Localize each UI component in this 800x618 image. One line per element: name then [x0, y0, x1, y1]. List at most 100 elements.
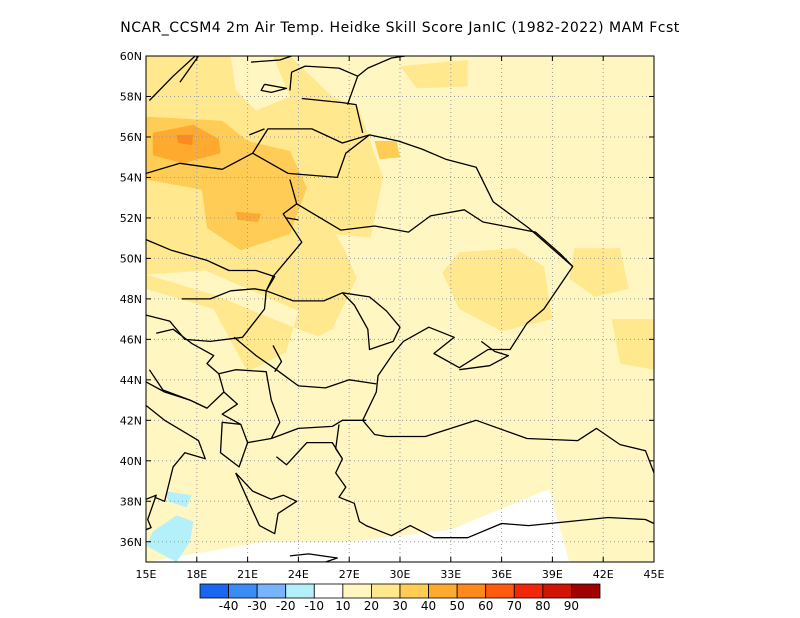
- boundary-line-30: [179, 56, 200, 83]
- boundary-line-4: [265, 179, 303, 292]
- boundary-line-26: [260, 83, 288, 94]
- shaded-region-11: [146, 270, 375, 516]
- lat-tick-label: 56N: [120, 131, 142, 144]
- boundary-line-6: [286, 217, 299, 221]
- boundary-line-9: [146, 290, 267, 343]
- lon-tick-label: 42E: [593, 568, 614, 581]
- lat-tick-label: 58N: [120, 90, 142, 103]
- lon-tick-label: 33E: [440, 568, 461, 581]
- boundary-line-22: [146, 494, 157, 531]
- boundary-line-28: [357, 56, 406, 77]
- shaded-region-17: [357, 379, 522, 441]
- colorbar-label: -10: [304, 599, 324, 613]
- shaded-region-22: [146, 515, 194, 562]
- boundary-line-20: [289, 553, 338, 562]
- shaded-region-20: [620, 454, 654, 488]
- boundary-line-3: [252, 134, 370, 179]
- lon-tick-label: 30E: [390, 568, 411, 581]
- shaded-region-2: [442, 248, 553, 332]
- lon-tick-label: 27E: [339, 568, 360, 581]
- colorbar-swatch-9: [456, 583, 487, 599]
- lon-tick-label: 36E: [491, 568, 512, 581]
- lon-tick-label: 39E: [542, 568, 563, 581]
- boundary-line-29: [459, 340, 510, 371]
- lat-tick-label: 46N: [120, 333, 142, 346]
- shaded-region-10: [235, 211, 262, 222]
- boundary-line-19: [335, 458, 654, 539]
- boundary-line-31: [272, 345, 283, 373]
- colorbar-label: -20: [276, 599, 296, 613]
- colorbar-label: -30: [247, 599, 267, 613]
- shaded-region-3: [569, 248, 629, 297]
- colorbar-swatch-12: [542, 583, 572, 599]
- boundary-line-21: [146, 404, 206, 502]
- lat-tick-label: 38N: [120, 495, 142, 508]
- boundary-line-17: [235, 472, 298, 535]
- shaded-region-14: [501, 122, 607, 226]
- shaded-region-4: [611, 319, 654, 370]
- boundary-line-18: [275, 441, 343, 466]
- boundary-line-24: [148, 56, 196, 101]
- lat-tick-label: 42N: [120, 414, 142, 427]
- colorbar-swatch-4: [313, 583, 344, 599]
- boundary-line-2: [249, 128, 265, 136]
- boundary-line-8: [181, 288, 267, 300]
- lat-tick-label: 48N: [120, 293, 142, 306]
- shaded-region-16: [230, 56, 290, 111]
- colorbar-label: 70: [507, 599, 522, 613]
- shaded-region-19: [594, 402, 651, 447]
- lat-tick-label: 44N: [120, 374, 142, 387]
- colorbar-swatch-5: [342, 583, 372, 599]
- boundary-line-5: [296, 203, 574, 267]
- colorbar-label: 50: [450, 599, 465, 613]
- shaded-region-9: [176, 134, 194, 146]
- colorbar-swatch-13: [571, 583, 601, 599]
- colorbar-swatch-6: [371, 583, 401, 599]
- shaded-region-18: [403, 444, 580, 490]
- colorbar-swatch-11: [513, 583, 544, 599]
- shaded-region-7: [374, 141, 400, 160]
- colorbar-swatch-3: [285, 583, 315, 599]
- lat-tick-label: 54N: [120, 171, 142, 184]
- boundary-line-25: [250, 56, 292, 63]
- lon-tick-label: 21E: [237, 568, 258, 581]
- boundary-line-0: [146, 128, 654, 474]
- boundary-line-27: [289, 65, 359, 105]
- shaded-region-13: [410, 209, 429, 226]
- colorbar-swatch-7: [399, 583, 429, 599]
- colorbar: -40 -30 -20 -10 10 20 30 40 50 60 70 80 90: [199, 583, 601, 613]
- colorbar-label: 90: [564, 599, 579, 613]
- boundary-line-23: [146, 381, 208, 409]
- colorbar-swatch-1: [228, 583, 258, 599]
- lat-tick-label: 52N: [120, 212, 142, 225]
- colorbar-label: 60: [478, 599, 493, 613]
- lat-tick-label: 36N: [120, 536, 142, 549]
- colorbar-swatch-10: [485, 583, 515, 599]
- colorbar-label: -40: [219, 599, 239, 613]
- colorbar-label: 80: [535, 599, 550, 613]
- boundary-line-7: [146, 238, 276, 292]
- map-title: NCAR_CCSM4 2m Air Temp. Heidke Skill Sco…: [120, 20, 680, 36]
- axis-ticks: 15E 18E 21E 24E 27E 30E 33E 36E 39E 42E 45E 60N 58N 5…: [120, 50, 665, 581]
- lat-tick-label: 50N: [120, 252, 142, 265]
- colorbar-swatch-8: [428, 583, 458, 599]
- boundary-line-10: [265, 290, 401, 351]
- boundary-line-11: [233, 336, 377, 389]
- lat-tick-label: 60N: [120, 50, 142, 63]
- lat-tick-label: 40N: [120, 455, 142, 468]
- colorbar-label: 40: [421, 599, 436, 613]
- colorbar-label: 10: [335, 599, 350, 613]
- shaded-region-21: [166, 491, 192, 508]
- boundary-line-1: [301, 97, 364, 134]
- lon-tick-label: 45E: [644, 568, 665, 581]
- boundary-line-15: [219, 421, 249, 468]
- lon-tick-label: 18E: [186, 568, 207, 581]
- boundary-line-14: [271, 419, 367, 440]
- shaded-region-5: [400, 60, 468, 89]
- shaded-region-15: [560, 72, 651, 107]
- lon-tick-label: 15E: [136, 568, 157, 581]
- lon-tick-label: 24E: [288, 568, 309, 581]
- shaded-region-12: [335, 234, 402, 287]
- colorbar-swatch-2: [256, 583, 287, 599]
